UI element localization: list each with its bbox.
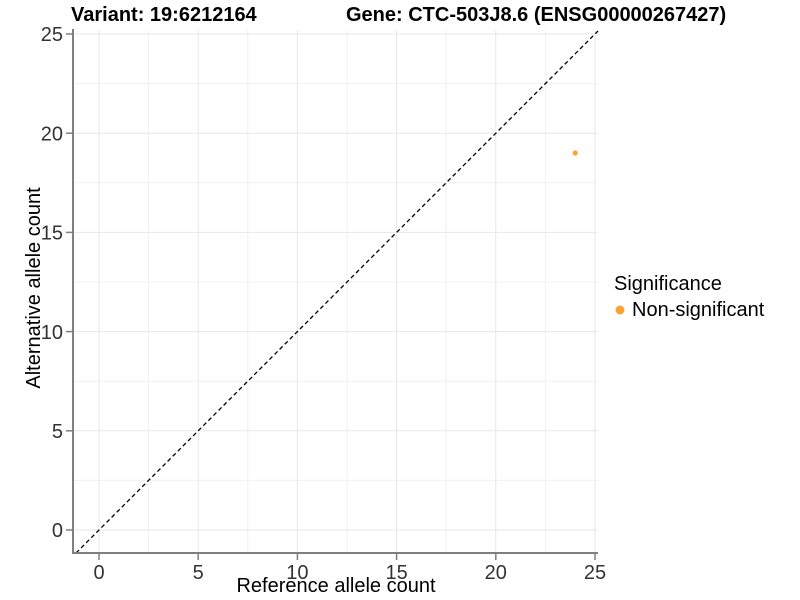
axis-lines bbox=[72, 29, 598, 554]
minor-gridlines bbox=[73, 30, 598, 553]
y-tick-label: 25 bbox=[41, 24, 63, 46]
identity-dashed-line bbox=[75, 30, 599, 554]
x-tick-labels: 0 5 10 15 20 25 bbox=[93, 562, 606, 584]
data-point bbox=[572, 150, 578, 156]
tick-marks bbox=[66, 33, 596, 560]
y-tick-label: 15 bbox=[41, 223, 63, 245]
plot-panel bbox=[73, 30, 598, 553]
legend: Significance Non-significant bbox=[614, 272, 764, 322]
gene-title: Gene: CTC-503J8.6 (ENSG00000267427) bbox=[346, 4, 727, 26]
x-tick-label: 15 bbox=[385, 562, 407, 584]
x-tick-label: 10 bbox=[286, 562, 308, 584]
x-axis-title: Reference allele count bbox=[236, 575, 435, 597]
y-tick-label: 20 bbox=[41, 123, 63, 145]
legend-entry-label: Non-significant bbox=[632, 299, 765, 321]
y-tick-label: 0 bbox=[52, 520, 63, 542]
legend-entry: Non-significant bbox=[614, 298, 764, 322]
legend-point-icon bbox=[615, 305, 625, 315]
x-tick-label: 0 bbox=[93, 562, 104, 584]
variant-title: Variant: 19:6212164 bbox=[71, 4, 257, 26]
y-tick-labels: 0 5 10 15 20 25 bbox=[41, 24, 63, 542]
y-axis-title: Alternative allele count bbox=[23, 187, 45, 389]
y-tick-label: 5 bbox=[52, 421, 63, 443]
x-tick-label: 20 bbox=[485, 562, 507, 584]
y-tick-label: 10 bbox=[41, 322, 63, 344]
major-gridlines bbox=[73, 30, 598, 553]
x-tick-label: 25 bbox=[584, 562, 606, 584]
legend-title: Significance bbox=[614, 273, 722, 295]
x-tick-label: 5 bbox=[193, 562, 204, 584]
